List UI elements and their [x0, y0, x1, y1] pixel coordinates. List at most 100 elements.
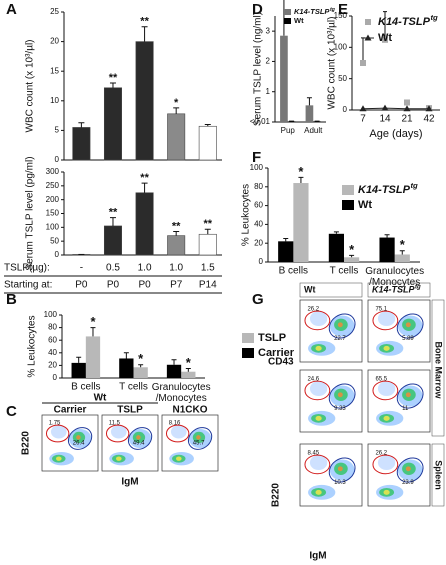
y-axis-label: B220 — [271, 483, 282, 507]
legend-label: Carrier — [258, 347, 295, 359]
significance: * — [90, 314, 96, 329]
y-tick-label: 50 — [338, 74, 347, 83]
error-bar — [204, 123, 211, 127]
flow-plot: 11.5 49.4 — [101, 414, 159, 472]
gate — [304, 380, 331, 401]
legend-swatch — [284, 9, 291, 15]
y-tick-label: 0 — [53, 373, 58, 382]
gate — [105, 424, 130, 443]
gate — [187, 427, 213, 450]
y-axis-label: WBC count (x 10³/µl) — [25, 39, 36, 132]
error-bar — [185, 368, 191, 372]
panel-label: B — [6, 291, 17, 308]
gate-value: 5.89 — [402, 336, 414, 342]
y-axis-label: % Leukocytes — [241, 184, 252, 246]
x-axis-label: IgM — [121, 477, 138, 488]
column-label: Wt — [304, 284, 316, 294]
error-bar — [384, 234, 390, 238]
y-tick-label: 0 — [343, 105, 348, 114]
y-tick-label: 3 — [266, 26, 271, 35]
error-bar — [399, 250, 405, 255]
cell-density — [315, 489, 322, 495]
x-tick-label: - — [80, 263, 83, 274]
x-tick-label: 7 — [360, 114, 366, 125]
bar — [167, 113, 186, 161]
error-bar — [333, 231, 339, 234]
legend-label: K14-TSLP — [294, 7, 330, 16]
cell-density — [136, 435, 141, 440]
y-tick-label: 1 — [266, 87, 271, 96]
legend-label: Wt — [294, 16, 304, 25]
x-axis-label: IgM — [309, 551, 326, 562]
y-tick-label: 200 — [46, 195, 60, 204]
cell-density — [56, 456, 62, 461]
flow-plot: 26.2 22.7 — [299, 299, 363, 363]
cell-density — [377, 311, 396, 327]
error-bar — [306, 97, 312, 106]
y-tick-label: 100 — [44, 310, 58, 319]
row-box — [431, 299, 445, 437]
y-axis-label: % Leukocytes — [27, 315, 38, 377]
marker — [381, 104, 389, 111]
y-axis-label: Serum TSLP level (pg/ml) — [25, 156, 36, 270]
marker — [365, 19, 371, 25]
x-tick-label: Granulocytes/Monocytes — [152, 382, 211, 404]
significance: * — [186, 355, 192, 370]
marker — [359, 105, 367, 112]
gate-value: 23.9 — [402, 480, 414, 486]
y-tick-label: 15 — [50, 66, 59, 75]
cell-density — [337, 322, 343, 328]
y-tick-label: <0.01 — [250, 117, 271, 126]
x-tick-label: T cells — [119, 382, 148, 393]
bar — [133, 367, 148, 378]
x-tick-label: 0.5 — [106, 263, 120, 274]
error-bar — [109, 217, 116, 226]
error-bar — [171, 359, 177, 365]
y-tick-label: 5 — [55, 126, 60, 135]
gate-axis-label: CD43 — [268, 357, 294, 368]
bar — [198, 125, 217, 161]
flow-plot: 8.45 10.3 — [299, 443, 363, 507]
bar — [135, 192, 154, 256]
x-tick-label: P0 — [75, 280, 88, 291]
marker — [360, 60, 366, 66]
x-tick-label: P0 — [138, 280, 151, 291]
error-bar — [298, 176, 304, 184]
y-tick-label: 150 — [334, 11, 348, 20]
bar — [167, 235, 186, 256]
x-tick-label: B cells — [71, 382, 100, 393]
error-bar — [76, 356, 82, 363]
flow-plot: 65.5 11 — [367, 369, 431, 433]
cell-density — [50, 425, 67, 439]
column-box — [299, 282, 363, 298]
cell-density — [76, 435, 81, 440]
bar — [379, 237, 395, 262]
cell-density — [170, 425, 187, 439]
legend-label-sup: tg — [410, 181, 418, 190]
gate-value: 8.16 — [169, 420, 181, 426]
y-tick-label: 40 — [254, 220, 263, 229]
error-bar — [383, 11, 387, 40]
significance: ** — [140, 172, 149, 184]
y-tick-label: 80 — [48, 323, 57, 332]
error-bar — [123, 352, 129, 359]
gate-value: 11 — [402, 406, 409, 412]
cell-density — [315, 345, 322, 351]
y-tick-label: 100 — [250, 163, 264, 172]
panel-label: C — [6, 403, 17, 420]
y-tick-label: 10 — [50, 96, 59, 105]
x-tick-label: P7 — [170, 280, 183, 291]
gate — [165, 424, 190, 443]
gate-value: 49.4 — [133, 441, 145, 447]
gate-value: 26.2 — [307, 306, 319, 312]
gate — [304, 454, 331, 475]
x-tick-label: 1.0 — [138, 263, 152, 274]
y-tick-label: 250 — [46, 181, 60, 190]
x-tick-label: Adult — [304, 126, 323, 135]
bar — [103, 87, 122, 161]
gate-value: 24.6 — [307, 376, 319, 382]
cell-density — [315, 415, 322, 421]
legend-swatch — [242, 333, 254, 343]
bar — [287, 121, 296, 122]
